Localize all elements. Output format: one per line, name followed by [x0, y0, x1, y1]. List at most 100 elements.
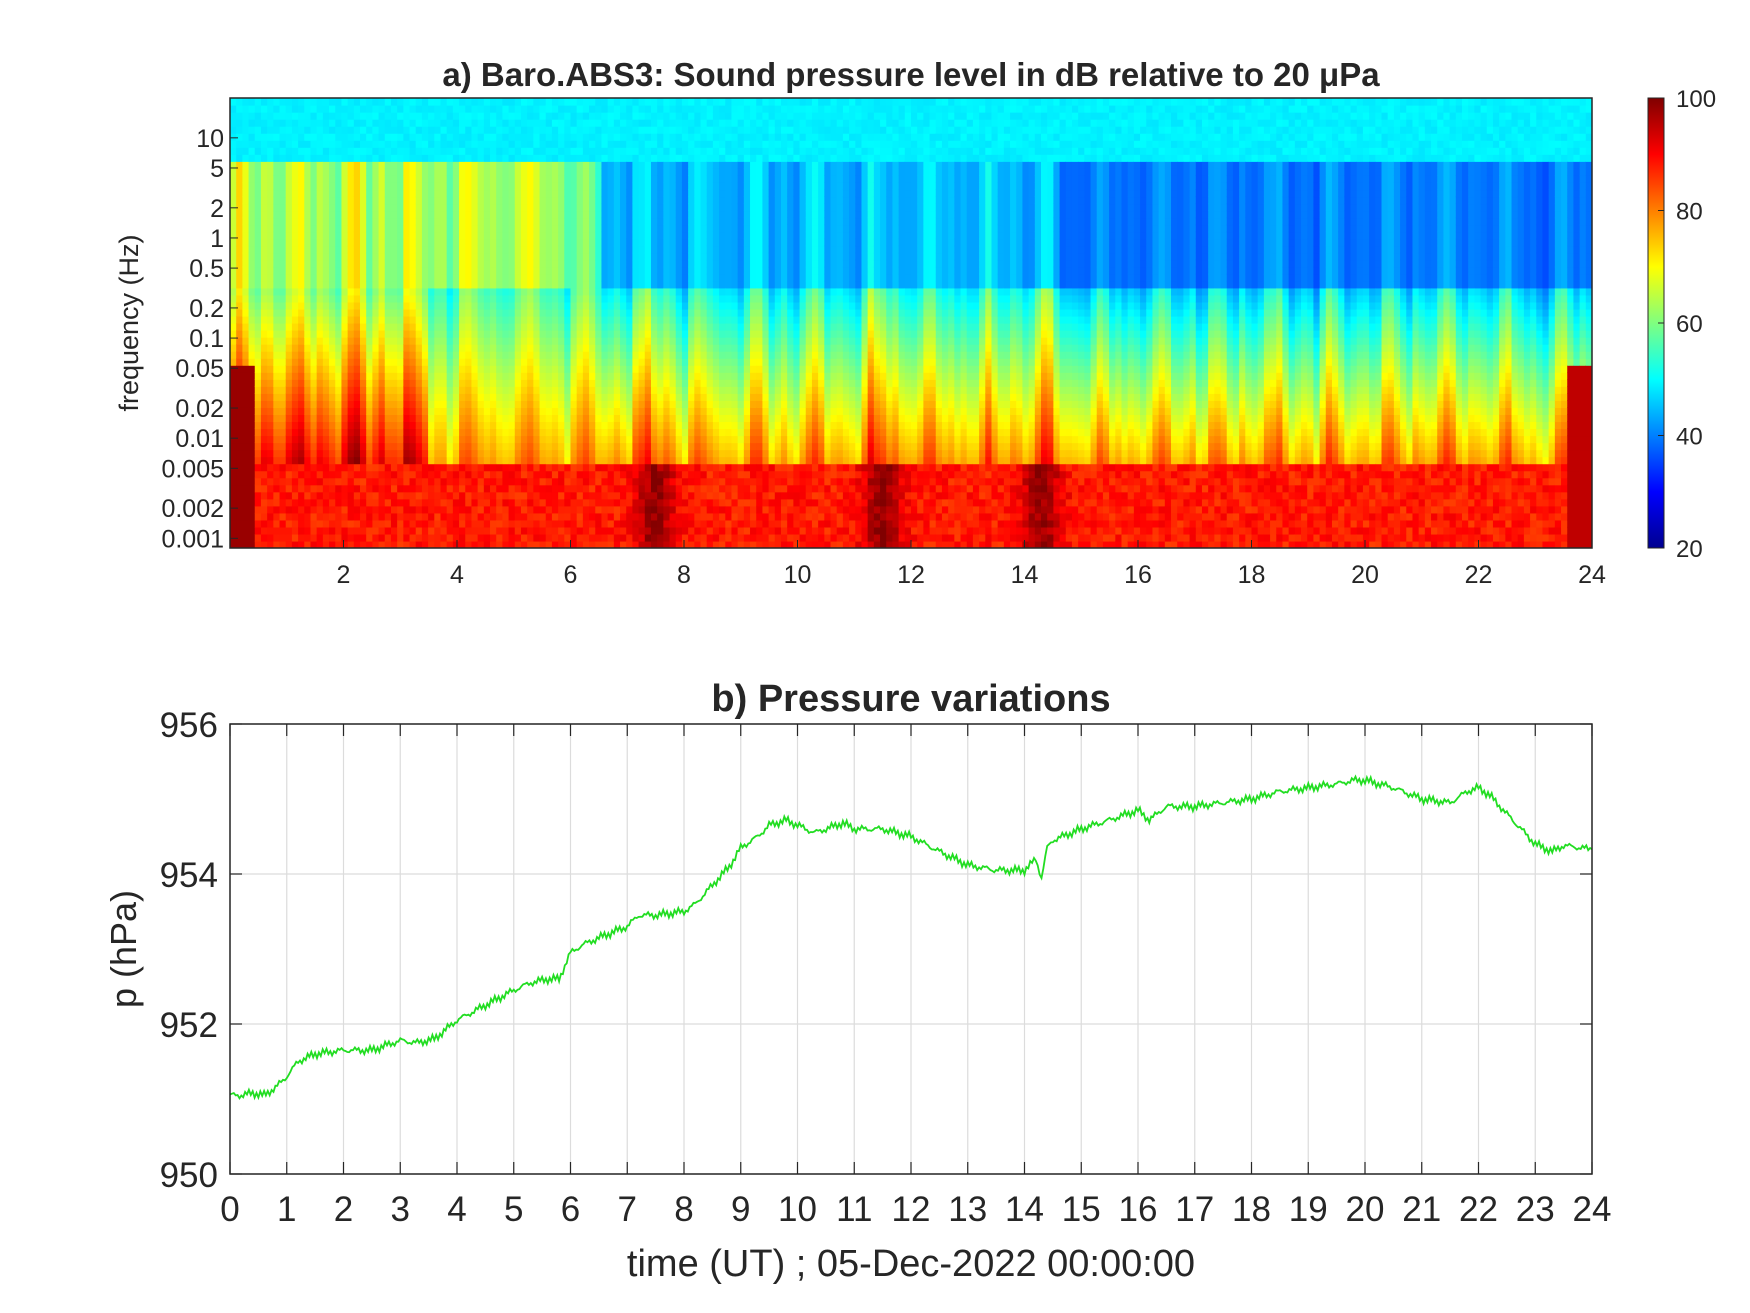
heatmap-cell: [564, 210, 572, 219]
heatmap-cell: [706, 294, 714, 303]
heatmap-cell: [409, 526, 417, 535]
heatmap-cell: [669, 119, 677, 127]
heatmap-cell: [706, 196, 714, 205]
heatmap-cell: [428, 372, 435, 380]
heatmap-cell: [496, 112, 503, 120]
heatmap-cell: [694, 140, 702, 148]
heatmap-cell: [279, 161, 287, 169]
heatmap-cell: [397, 540, 404, 548]
heatmap-cell: [409, 259, 417, 268]
heatmap-cell: [496, 386, 503, 394]
heatmap-cell: [706, 449, 714, 458]
heatmap-cell: [694, 421, 702, 430]
heatmap-cell: [681, 330, 689, 338]
heatmap-cell: [291, 252, 299, 261]
heatmap-cell: [230, 421, 237, 430]
heatmap-cell: [490, 301, 497, 310]
heatmap-cell: [366, 330, 373, 338]
heatmap-cell: [564, 280, 572, 289]
heatmap-cell: [465, 203, 473, 212]
heatmap-cell: [700, 456, 708, 465]
heatmap-cell: [390, 105, 398, 113]
heatmap-cell: [613, 449, 621, 458]
heatmap-cell: [236, 112, 243, 120]
heatmap-cell: [378, 526, 386, 535]
heatmap-cell: [378, 294, 386, 303]
heatmap-cell: [706, 105, 714, 113]
heatmap-cell: [397, 379, 404, 387]
heatmap-cell: [669, 252, 677, 261]
heatmap-cell: [539, 393, 547, 401]
heatmap-cell: [273, 168, 281, 176]
heatmap-cell: [638, 442, 646, 451]
heatmap-cell: [403, 337, 411, 345]
heatmap-cell: [514, 540, 522, 548]
heatmap-cell: [230, 344, 237, 352]
heatmap-cell: [329, 280, 336, 289]
heatmap-cell: [390, 435, 398, 444]
heatmap-cell: [428, 484, 435, 493]
heatmap-cell: [347, 463, 355, 472]
heatmap-cell: [694, 273, 702, 282]
heatmap-cell: [700, 435, 708, 444]
heatmap-cell: [688, 421, 695, 430]
heatmap-cell: [669, 393, 677, 401]
heatmap-cell: [403, 182, 411, 191]
heatmap-cell: [496, 372, 503, 380]
heatmap-cell: [440, 105, 448, 113]
heatmap-cell: [285, 105, 293, 113]
heatmap-cell: [694, 259, 702, 268]
heatmap-cell: [372, 477, 380, 486]
heatmap-cell: [316, 231, 324, 240]
heatmap-cell: [508, 287, 516, 296]
heatmap-cell: [681, 238, 689, 247]
heatmap-cell: [285, 294, 293, 303]
heatmap-cell: [285, 393, 293, 401]
heatmap-cell: [260, 147, 268, 155]
heatmap-cell: [663, 337, 671, 345]
heatmap-cell: [564, 238, 572, 247]
heatmap-cell: [304, 308, 312, 317]
heatmap-cell: [558, 393, 565, 401]
heatmap-cell: [644, 449, 652, 458]
heatmap-cell: [545, 491, 553, 500]
heatmap-cell: [650, 435, 658, 444]
heatmap-cell: [644, 330, 652, 338]
heatmap-cell: [632, 301, 640, 310]
heatmap-cell: [626, 217, 634, 226]
heatmap-cell: [576, 435, 584, 444]
heatmap-cell: [260, 484, 268, 493]
heatmap-cell: [564, 505, 572, 514]
heatmap-cell: [347, 344, 355, 352]
heatmap-cell: [291, 308, 299, 317]
heatmap-cell: [502, 449, 510, 458]
heatmap-cell: [452, 407, 460, 416]
heatmap-cell: [514, 98, 522, 106]
heatmap-cell: [415, 105, 423, 113]
heatmap-cell: [490, 365, 497, 373]
heatmap-cell: [291, 337, 299, 345]
heatmap-cell: [310, 365, 318, 373]
heatmap-cell: [347, 400, 355, 408]
heatmap-cell: [372, 196, 380, 205]
heatmap-cell: [570, 301, 578, 310]
heatmap-cell: [260, 365, 268, 373]
heatmap-cell: [465, 344, 473, 352]
heatmap-cell: [260, 505, 268, 514]
heatmap-cell: [378, 540, 386, 548]
heatmap-cell: [632, 533, 640, 542]
heatmap-cell: [576, 407, 584, 416]
heatmap-cell: [384, 112, 392, 120]
heatmap-cell: [638, 133, 646, 141]
heatmap-cell: [279, 379, 287, 387]
heatmap-cell: [390, 421, 398, 430]
heatmap-cell: [260, 245, 268, 254]
heatmap-cell: [254, 512, 262, 521]
heatmap-cell: [570, 351, 578, 359]
heatmap-cell: [520, 428, 528, 437]
heatmap-cell: [428, 365, 435, 373]
heatmap-cell: [508, 210, 516, 219]
heatmap-cell: [539, 105, 547, 113]
heatmap-cell: [681, 428, 689, 437]
heatmap-cell: [688, 372, 695, 380]
